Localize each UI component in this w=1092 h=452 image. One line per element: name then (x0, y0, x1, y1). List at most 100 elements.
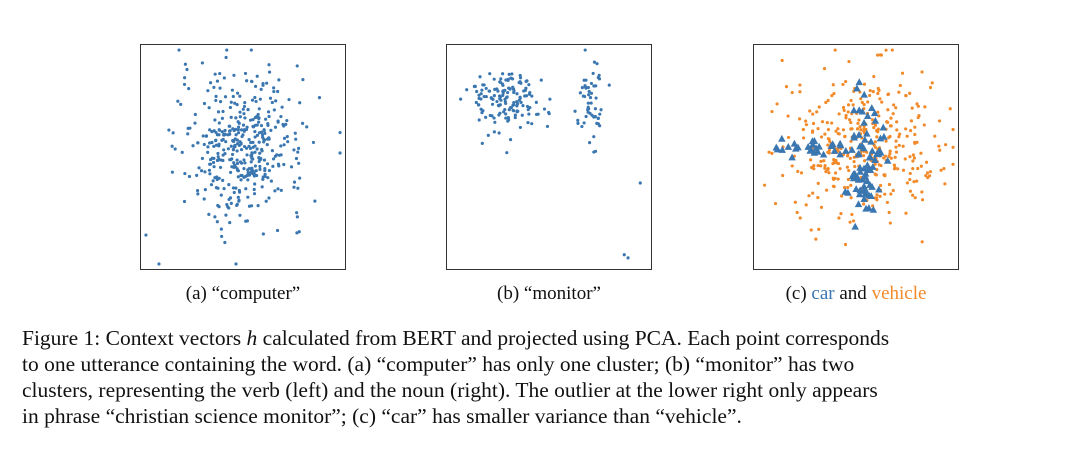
point-car-vehicle-s1-43 (860, 118, 868, 126)
point-computer-s0-285 (197, 166, 201, 170)
point-car-vehicle-s0-264 (817, 105, 821, 109)
point-computer-s0-333 (241, 107, 245, 111)
point-computer-s0-323 (273, 189, 277, 193)
point-monitor-s0-99 (528, 91, 532, 95)
point-computer-s0-237 (265, 142, 269, 147)
point-car-vehicle-s0-35 (822, 66, 827, 71)
point-car-vehicle-s1-9 (855, 78, 863, 86)
point-monitor-s0-112 (545, 124, 550, 128)
point-computer-s0-254 (227, 124, 231, 128)
point-monitor-s0-20 (527, 112, 531, 116)
point-monitor-s0-109 (490, 114, 494, 118)
point-computer-s0-294 (243, 101, 247, 105)
point-computer-s0-193 (204, 134, 208, 138)
point-computer-s0-359 (214, 94, 218, 98)
point-computer-s0-284 (251, 125, 256, 129)
point-car-vehicle-s0-120 (896, 167, 900, 171)
point-computer-s0-176 (295, 231, 299, 235)
point-computer-s0-113 (234, 116, 238, 120)
point-monitor-s0-153 (587, 89, 591, 94)
point-car-vehicle-s0-199 (811, 112, 815, 116)
point-computer-s0-278 (235, 103, 239, 107)
caption-line-2: to one utterance containing the word. (a… (22, 352, 855, 376)
point-computer-s0-407 (263, 174, 267, 179)
point-monitor-s0-176 (578, 91, 582, 95)
point-computer-s0-80 (262, 128, 266, 133)
point-computer-s0-3 (242, 158, 246, 162)
point-computer-s0-240 (239, 128, 244, 132)
point-car-vehicle-s0-101 (831, 83, 835, 87)
point-computer-s0-93 (255, 74, 259, 78)
point-car-vehicle-s0-334 (804, 203, 808, 207)
point-monitor-s0-105 (515, 92, 519, 96)
point-car-vehicle-s0-65 (849, 98, 853, 103)
point-monitor-s0-187 (576, 121, 580, 125)
point-car-vehicle-s0-68 (937, 144, 941, 148)
point-car-vehicle-s0-0 (795, 210, 799, 215)
point-computer-s0-302 (235, 142, 240, 146)
point-computer-s0-150 (229, 201, 233, 205)
point-computer-s0-389 (230, 88, 234, 92)
point-computer-s0-0 (338, 130, 342, 135)
point-car-vehicle-s1-61 (865, 204, 873, 211)
point-computer-s0-415 (297, 146, 301, 150)
point-computer-s0-98 (313, 199, 317, 203)
point-monitor-s0-159 (594, 84, 598, 88)
caption-line-4: in phrase “christian science monitor”; (… (22, 404, 742, 428)
point-computer-s0-58 (261, 82, 265, 86)
point-computer-s0-283 (207, 168, 212, 172)
point-computer-s0-371 (227, 197, 231, 201)
point-car-vehicle-s0-275 (847, 168, 851, 173)
point-computer-s0-45 (261, 177, 265, 181)
point-computer-s0-115 (235, 158, 239, 162)
point-computer-s0-194 (170, 170, 174, 174)
point-computer-s0-213 (157, 262, 161, 266)
point-computer-s0-169 (231, 148, 236, 152)
point-car-vehicle-s0-70 (901, 144, 905, 148)
point-monitor-s0-175 (589, 91, 594, 95)
point-car-vehicle-s0-365 (891, 112, 895, 116)
point-computer-s0-380 (235, 168, 240, 172)
point-computer-s0-78 (253, 95, 257, 100)
point-car-vehicle-s0-342 (826, 137, 830, 141)
point-car-vehicle-s0-123 (893, 155, 897, 159)
point-computer-s0-376 (239, 178, 243, 182)
point-computer-s0-142 (267, 114, 271, 119)
point-computer-s0-402 (258, 164, 262, 169)
point-computer-s0-138 (217, 205, 221, 209)
point-car-vehicle-s0-230 (841, 128, 846, 132)
point-car-vehicle-s0-344 (920, 70, 924, 74)
point-car-vehicle-s0-298 (926, 176, 930, 180)
point-monitor-s0-201 (593, 149, 598, 153)
point-computer-s0-69 (201, 134, 205, 138)
point-computer-s0-298 (274, 99, 278, 103)
point-monitor-s0-108 (493, 120, 497, 124)
point-computer-s0-414 (255, 115, 260, 119)
point-car-vehicle-s0-38 (888, 149, 892, 153)
point-car-vehicle-s0-360 (849, 196, 853, 200)
point-car-vehicle-s0-73 (773, 201, 778, 206)
point-car-vehicle-s0-149 (861, 202, 866, 206)
point-monitor-s0-194 (584, 86, 588, 90)
point-car-vehicle-s0-102 (920, 190, 924, 194)
point-car-vehicle-s1-67 (856, 163, 864, 171)
point-car-vehicle-s1-71 (849, 170, 858, 178)
point-car-vehicle-s0-55 (798, 117, 802, 121)
point-computer-s0-34 (277, 78, 281, 82)
point-car-vehicle-s1-29 (876, 134, 885, 142)
point-computer-s0-418 (232, 161, 236, 165)
point-computer-s0-164 (257, 131, 262, 135)
point-computer-s0-349 (249, 153, 253, 158)
point-monitor-s0-160 (591, 71, 595, 76)
point-computer-s0-112 (229, 100, 233, 104)
point-computer-s0-382 (234, 186, 238, 190)
point-car-vehicle-s0-253 (908, 171, 912, 176)
point-computer-s0-381 (263, 138, 267, 142)
point-monitor-s0-101 (492, 130, 496, 134)
point-computer-s0-182 (285, 118, 289, 123)
point-car-vehicle-s0-165 (887, 182, 892, 187)
point-computer-s0-40 (229, 170, 233, 174)
caption-line-1: Figure 1: Context vectors h calculated f… (22, 325, 1082, 351)
point-car-vehicle-s0-81 (888, 152, 892, 156)
point-car-vehicle-s0-72 (811, 129, 815, 133)
